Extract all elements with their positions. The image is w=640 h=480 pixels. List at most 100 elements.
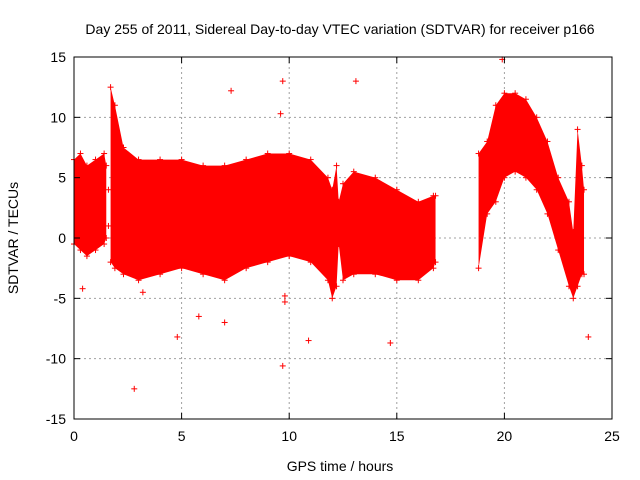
data-point [432, 259, 439, 266]
data-point [565, 283, 572, 290]
outlier-point [131, 385, 138, 392]
data-point [105, 186, 112, 193]
data-point [581, 271, 588, 278]
x-tick-label: 25 [604, 428, 620, 444]
data-point [83, 162, 90, 169]
data-point [111, 265, 118, 272]
x-tick-label: 15 [389, 428, 405, 444]
data-point [570, 295, 577, 302]
data-point [475, 265, 482, 272]
data-point [329, 295, 336, 302]
data-point [512, 168, 519, 175]
data-band-segment [110, 87, 436, 299]
data-point [555, 174, 562, 181]
outlier-point [279, 362, 286, 369]
data-point [83, 253, 90, 260]
y-tick-label: 15 [50, 49, 66, 65]
data-point [135, 156, 142, 163]
data-point [286, 150, 293, 157]
data-point [324, 277, 331, 284]
x-axis-label: GPS time / hours [287, 458, 394, 474]
data-point [501, 90, 508, 97]
data-point [533, 186, 540, 193]
data-point [574, 126, 581, 133]
data-point [432, 192, 439, 199]
data-band-segment [478, 93, 585, 299]
data-point [565, 198, 572, 205]
data-point [77, 150, 84, 157]
y-tick-label: -10 [46, 351, 66, 367]
data-point [157, 271, 164, 278]
data-point [430, 265, 437, 272]
data-point [103, 162, 110, 169]
outlier-point [195, 313, 202, 320]
data-point [574, 283, 581, 290]
data-point [544, 210, 551, 217]
outlier-point [221, 319, 228, 326]
data-point [501, 174, 508, 181]
data-point [221, 277, 228, 284]
data-point [135, 277, 142, 284]
data-point [200, 271, 207, 278]
data-point [178, 265, 185, 272]
y-tick-label: 0 [58, 230, 66, 246]
outlier-point [281, 292, 288, 299]
data-point [101, 241, 108, 248]
data-point [92, 247, 99, 254]
data-point [522, 174, 529, 181]
tick-labels: 0 5 10 15 20 25 15 10 5 0 -5 -10 -15 [46, 49, 620, 444]
data-point [77, 247, 84, 254]
data-point [512, 90, 519, 97]
outlier-point [279, 78, 286, 85]
data-point [111, 102, 118, 109]
data-point [107, 84, 114, 91]
data-point [120, 271, 127, 278]
data-point [120, 144, 127, 151]
y-axis-label: SDTVAR / TECUs [5, 182, 21, 294]
data-point [200, 162, 207, 169]
data-point [555, 247, 562, 254]
data-point [107, 259, 114, 266]
data-point [105, 222, 112, 229]
y-tick-label: -15 [46, 411, 66, 427]
outlier-point [352, 78, 359, 85]
data-point [578, 162, 585, 169]
data-point [335, 241, 342, 248]
data-point [101, 150, 108, 157]
data-point [372, 271, 379, 278]
data-point [484, 138, 491, 145]
data-point [492, 198, 499, 205]
data-point [264, 259, 271, 266]
data-point [581, 186, 588, 193]
data-point [329, 186, 336, 193]
outlier-point [585, 333, 592, 340]
data-point [544, 138, 551, 145]
x-tick-label: 20 [497, 428, 513, 444]
outlier-point [228, 87, 235, 94]
x-tick-label: 5 [178, 428, 186, 444]
data-point [178, 156, 185, 163]
data-point [570, 228, 577, 235]
data-point [243, 156, 250, 163]
data-point [243, 265, 250, 272]
data-point [307, 156, 314, 163]
data-point [372, 174, 379, 181]
ticks [73, 56, 613, 420]
y-tick-label: 5 [58, 170, 66, 186]
data-point [333, 162, 340, 169]
data-point [333, 283, 340, 290]
data-point [221, 162, 228, 169]
y-tick-label: -5 [54, 290, 67, 306]
data-layer [71, 56, 592, 392]
data-point [340, 277, 346, 284]
x-tick-label: 0 [70, 428, 78, 444]
outlier-point [387, 339, 394, 346]
data-point [393, 186, 400, 193]
outlier-point [277, 110, 284, 117]
outlier-point [174, 333, 181, 340]
chart-title: Day 255 of 2011, Sidereal Day-to-day VTE… [85, 21, 594, 37]
data-point [350, 271, 357, 278]
data-point [415, 198, 422, 205]
data-point [522, 96, 529, 103]
